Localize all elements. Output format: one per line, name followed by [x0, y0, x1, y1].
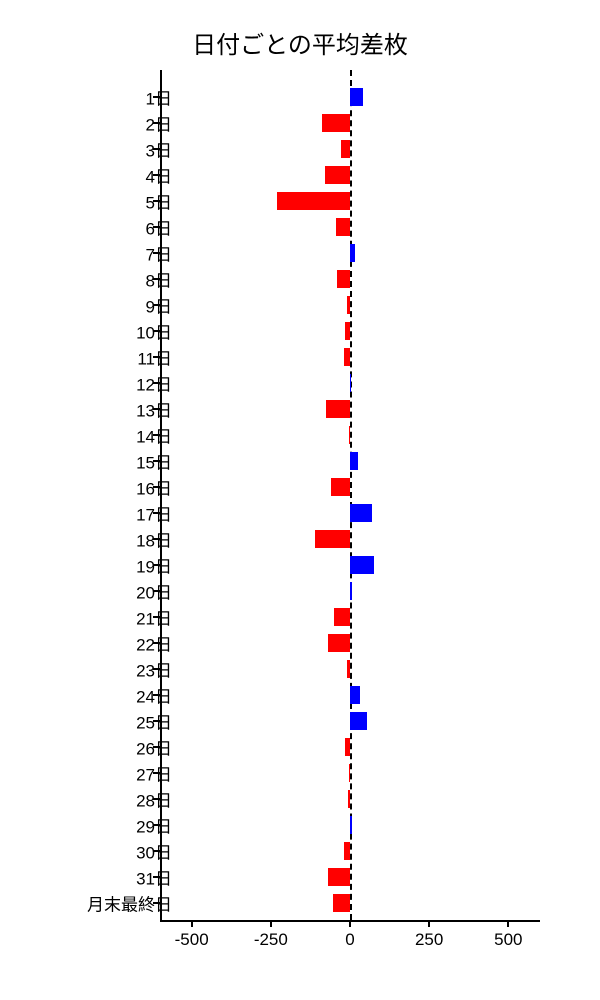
y-tick-label: 11日 — [137, 345, 172, 370]
bar — [350, 452, 358, 470]
y-tick-label: 25日 — [136, 709, 172, 734]
bar — [350, 556, 374, 574]
y-tick-label: 17日 — [136, 501, 172, 526]
bar — [325, 166, 350, 184]
bar — [336, 218, 350, 236]
y-tick-label: 27日 — [136, 761, 172, 786]
y-tick-label: 26日 — [136, 735, 172, 760]
bar — [345, 738, 350, 756]
y-tick-label: 5日 — [146, 189, 172, 214]
y-tick-label: 月末最終日 — [87, 891, 172, 916]
bar — [331, 478, 350, 496]
bar — [337, 270, 350, 288]
y-tick-label: 9日 — [146, 293, 172, 318]
bar — [349, 426, 350, 444]
bar — [347, 296, 350, 314]
x-tick-label: -250 — [254, 930, 288, 950]
y-tick-label: 6日 — [146, 215, 172, 240]
bar — [350, 374, 351, 392]
x-tick-mark — [191, 920, 193, 927]
bar — [344, 842, 350, 860]
bar — [322, 114, 351, 132]
bar — [333, 894, 350, 912]
y-tick-label: 23日 — [136, 657, 172, 682]
bar — [350, 88, 363, 106]
y-tick-label: 15日 — [136, 449, 172, 474]
chart-container: 日付ごとの平均差枚 1日2日3日4日5日6日7日8日9日10日11日12日13日… — [0, 0, 600, 1000]
bar — [345, 322, 350, 340]
y-tick-label: 16日 — [136, 475, 172, 500]
y-tick-label: 30日 — [136, 839, 172, 864]
bar — [344, 348, 350, 366]
y-tick-label: 4日 — [146, 163, 172, 188]
plot-area — [160, 70, 540, 920]
bar — [348, 790, 350, 808]
y-tick-label: 14日 — [136, 423, 172, 448]
bar — [347, 660, 350, 678]
y-tick-label: 7日 — [146, 241, 172, 266]
bar — [350, 686, 360, 704]
y-tick-label: 29日 — [136, 813, 172, 838]
bar — [277, 192, 350, 210]
y-tick-label: 28日 — [136, 787, 172, 812]
bar — [350, 582, 352, 600]
zero-reference-line — [350, 70, 352, 920]
y-tick-label: 3日 — [146, 137, 172, 162]
y-tick-label: 13日 — [136, 397, 172, 422]
x-tick-label: 250 — [415, 930, 443, 950]
x-tick-label: -500 — [175, 930, 209, 950]
y-tick-label: 18日 — [136, 527, 172, 552]
x-tick-mark — [507, 920, 509, 927]
bar — [350, 712, 367, 730]
bar — [334, 608, 350, 626]
y-tick-label: 10日 — [136, 319, 172, 344]
y-tick-label: 12日 — [136, 371, 172, 396]
bar — [315, 530, 350, 548]
y-tick-label: 31日 — [136, 865, 172, 890]
bar — [341, 140, 351, 158]
bar — [326, 400, 350, 418]
y-tick-label: 24日 — [136, 683, 172, 708]
bar — [350, 244, 355, 262]
x-tick-mark — [428, 920, 430, 927]
bar — [328, 634, 350, 652]
y-tick-label: 1日 — [146, 85, 172, 110]
y-tick-label: 8日 — [146, 267, 172, 292]
chart-title: 日付ごとの平均差枚 — [0, 25, 600, 60]
y-tick-label: 21日 — [136, 605, 172, 630]
bar — [350, 816, 352, 834]
x-tick-label: 500 — [494, 930, 522, 950]
y-tick-label: 2日 — [146, 111, 172, 136]
y-tick-label: 19日 — [136, 553, 172, 578]
bar — [328, 868, 350, 886]
y-tick-label: 20日 — [136, 579, 172, 604]
bar — [349, 764, 350, 782]
x-tick-mark — [270, 920, 272, 927]
x-tick-label: 0 — [345, 930, 354, 950]
x-tick-mark — [349, 920, 351, 927]
y-tick-label: 22日 — [136, 631, 172, 656]
bar — [350, 504, 372, 522]
